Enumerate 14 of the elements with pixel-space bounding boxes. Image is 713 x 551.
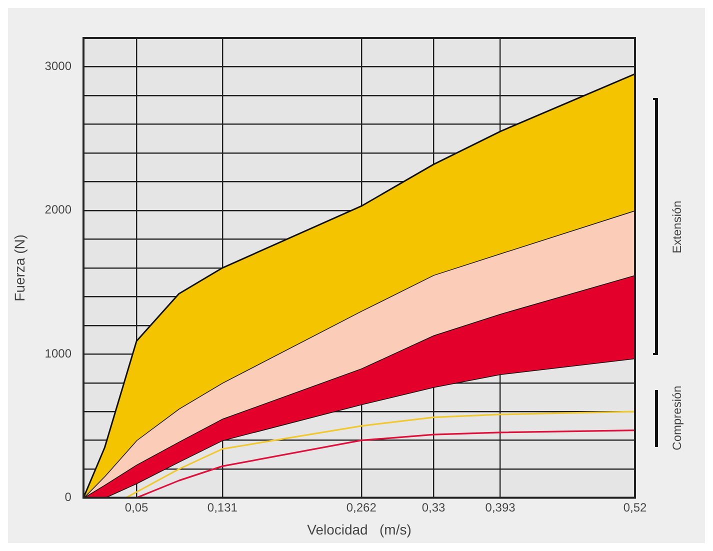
text: Extensión bbox=[670, 200, 684, 253]
x-tick-label: 0,131 bbox=[207, 500, 238, 514]
x-axis-title: Velocidad (m/s) bbox=[307, 521, 412, 538]
y-tick-label: 2000 bbox=[44, 202, 72, 217]
text: Compresión bbox=[670, 386, 684, 451]
x-tick-label: 0,05 bbox=[124, 500, 149, 514]
y-tick-label: 1000 bbox=[44, 346, 72, 360]
x-tick-label: 0,393 bbox=[485, 500, 516, 514]
x-tick-label: 0,33 bbox=[422, 500, 446, 514]
x-tick-label: 0,262 bbox=[346, 500, 377, 514]
x-tick-label: 0,52 bbox=[623, 500, 647, 514]
y-tick-label: 3000 bbox=[44, 59, 72, 74]
y-tick-label: 0 bbox=[64, 490, 72, 504]
y-axis-title: Fuerza (N) bbox=[11, 234, 28, 302]
